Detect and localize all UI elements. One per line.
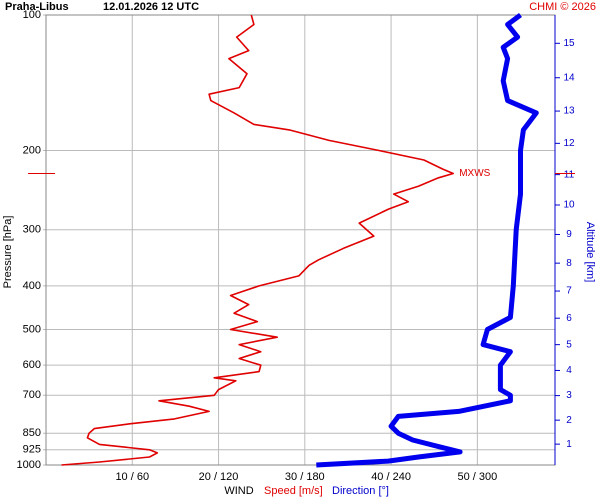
- y2-tick-label: 10: [563, 200, 575, 211]
- y2-tick-label: 8: [566, 258, 572, 269]
- y2-tick-label: 1: [566, 439, 572, 450]
- y-tick-label: 300: [23, 224, 41, 236]
- x-tick-label: 30 / 180: [285, 471, 325, 483]
- y-tick-label: 1000: [17, 459, 41, 471]
- y-tick-label: 600: [23, 359, 41, 371]
- chart-title: 12.01.2026 12 UTC: [103, 1, 199, 13]
- y2-tick-label: 13: [563, 106, 575, 117]
- y2-tick-label: 6: [566, 313, 572, 324]
- y2-tick-label: 3: [566, 390, 572, 401]
- y-tick-label: 850: [23, 427, 41, 439]
- legend-entry: Direction [°]: [332, 485, 389, 497]
- line-series: [61, 14, 455, 466]
- plot-frame: [45, 14, 556, 466]
- credit: CHMI © 2026: [529, 1, 596, 13]
- y-tick-label: 100: [23, 9, 41, 21]
- annotation: MXWS: [459, 168, 490, 179]
- y-tick-label: 925: [23, 444, 41, 456]
- y-axis-label: Pressure [hPa]: [2, 216, 14, 289]
- y2-tick-label: 11: [564, 169, 575, 180]
- x-axis-label: WIND: [224, 485, 253, 497]
- y2-tick-label: 7: [566, 286, 572, 297]
- y-tick-label: 500: [23, 323, 41, 335]
- y2-tick-label: 12: [563, 138, 575, 149]
- y2-tick-label: 5: [566, 339, 572, 350]
- y2-tick-label: 14: [563, 72, 575, 83]
- y-tick-label: 200: [23, 144, 41, 156]
- legend-entry: Speed [m/s]: [264, 485, 323, 497]
- y2-axis-label: Altitude [km]: [584, 222, 596, 283]
- y-tick-label: 400: [23, 280, 41, 292]
- y2-tick-label: 2: [566, 415, 572, 426]
- x-tick-label: 50 / 300: [457, 471, 497, 483]
- y2-tick-label: 15: [563, 38, 575, 49]
- y2-tick-label: 9: [566, 229, 572, 240]
- x-tick-label: 40 / 240: [371, 471, 411, 483]
- y-tick-label: 700: [23, 389, 41, 401]
- x-tick-label: 20 / 120: [199, 471, 239, 483]
- x-tick-label: 10 / 60: [115, 471, 149, 483]
- y2-tick-label: 4: [566, 365, 572, 376]
- line-series: [316, 12, 539, 468]
- station: Praha-Libus: [5, 1, 69, 13]
